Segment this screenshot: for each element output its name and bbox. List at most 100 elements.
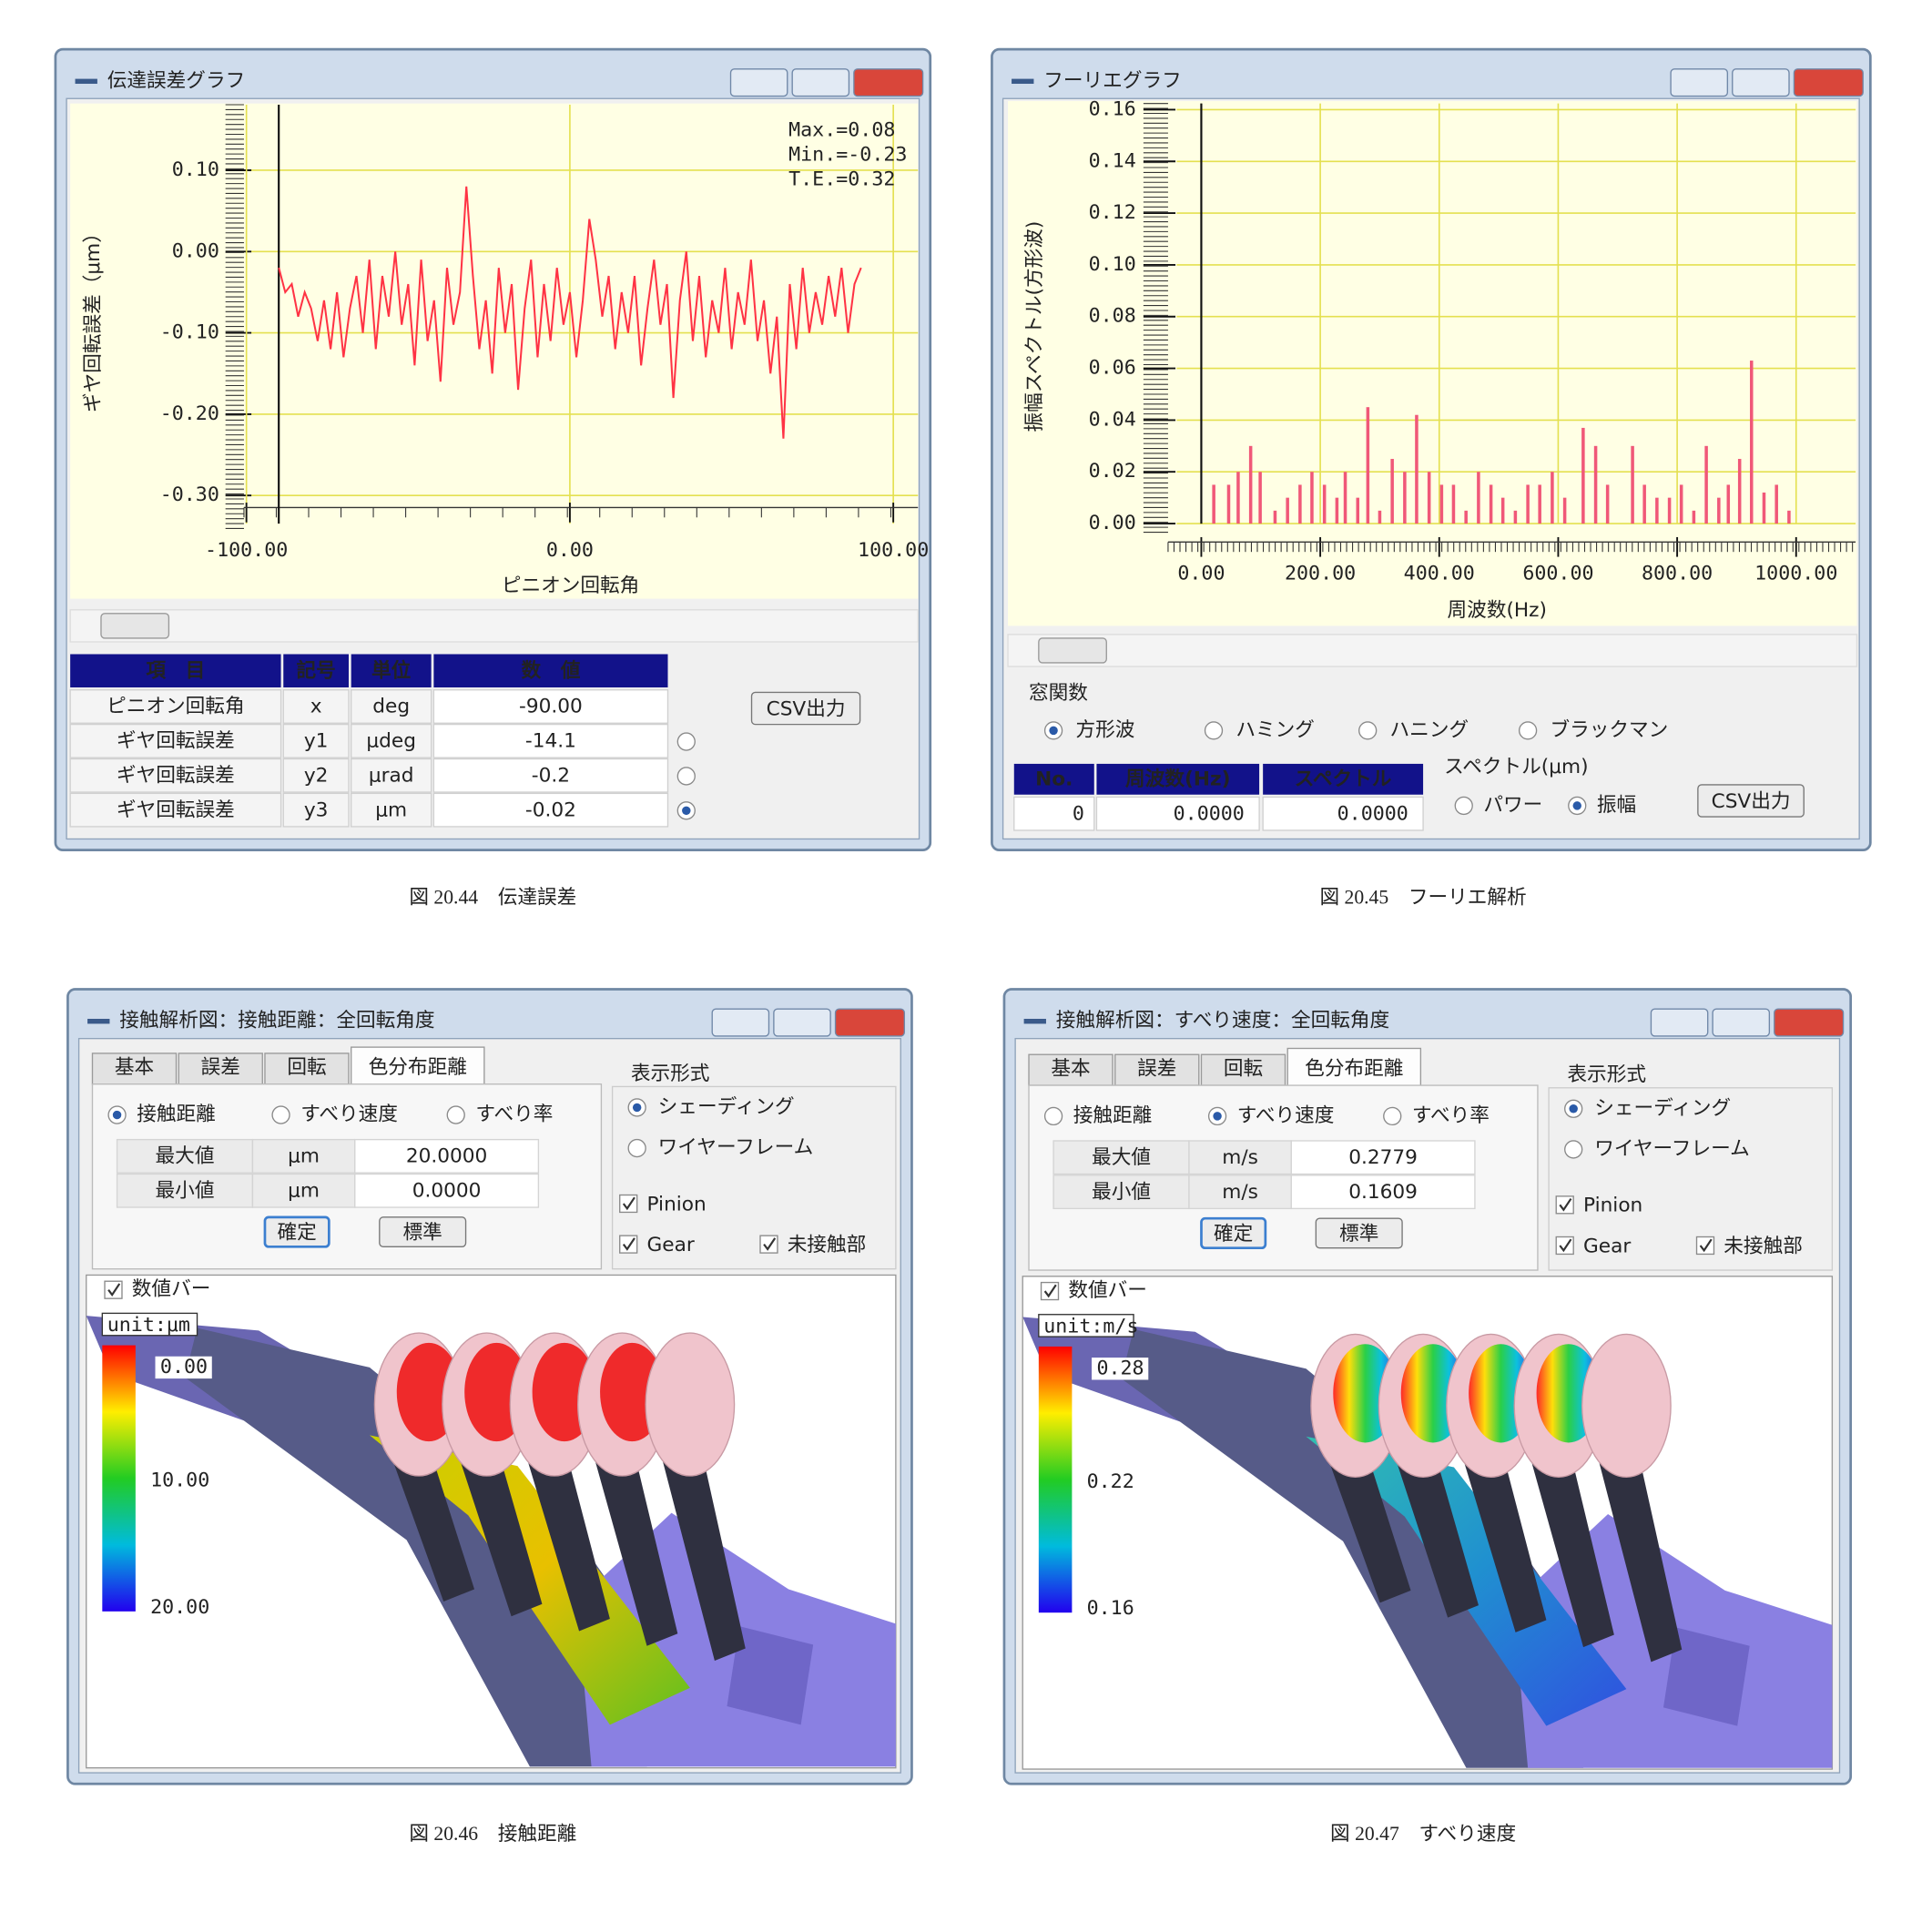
check-mark xyxy=(622,1196,636,1211)
table-cell-text: 0.1609 xyxy=(1348,1181,1418,1204)
y-tick-label: 0.04 xyxy=(1089,408,1136,431)
table-cell-text: deg xyxy=(372,696,410,718)
bar xyxy=(1378,510,1382,524)
bar xyxy=(1310,472,1314,524)
radio-label: ワイヤーフレーム xyxy=(658,1136,814,1159)
scroll-thumb[interactable] xyxy=(1038,637,1107,664)
radio-button[interactable] xyxy=(1043,1106,1063,1126)
tab[interactable] xyxy=(1028,1053,1113,1086)
button[interactable] xyxy=(263,1215,330,1248)
table-header: 記号 xyxy=(296,658,335,682)
y-tick-label: -0.20 xyxy=(160,402,219,425)
table-header-cell xyxy=(1096,763,1260,795)
unit-label: unit:m/s xyxy=(1043,1315,1138,1337)
bar xyxy=(1298,484,1302,524)
button[interactable] xyxy=(1315,1217,1403,1249)
check-mark xyxy=(107,1283,121,1297)
tooth-shadow xyxy=(1528,1449,1614,1648)
maximize-button[interactable] xyxy=(1712,1008,1771,1037)
scroll-thumb[interactable] xyxy=(100,613,170,639)
bar xyxy=(1750,361,1754,524)
figure-caption: 図 20.44 伝達誤差 xyxy=(409,887,576,909)
maximize-button[interactable] xyxy=(1732,68,1790,97)
bar xyxy=(1774,484,1778,524)
radio-label: ハニング xyxy=(1390,718,1469,741)
minimize-button[interactable] xyxy=(729,68,788,97)
close-button[interactable] xyxy=(853,68,924,97)
tab-label: 基本 xyxy=(115,1056,154,1079)
radio-button[interactable] xyxy=(1518,721,1538,740)
table-cell-text: -0.02 xyxy=(525,798,576,821)
tooth-shadow xyxy=(455,1447,543,1617)
tooth-shadow xyxy=(524,1447,610,1632)
button[interactable] xyxy=(1200,1216,1267,1250)
radio-button[interactable] xyxy=(271,1105,290,1124)
tab[interactable] xyxy=(1286,1047,1422,1088)
group-box xyxy=(1548,1087,1834,1271)
table-cell-text: 0.2779 xyxy=(1348,1146,1418,1169)
bar xyxy=(1451,484,1456,524)
minimize-button[interactable] xyxy=(1650,1008,1709,1037)
table-cell-text: m/s xyxy=(1222,1146,1258,1169)
radio-button[interactable] xyxy=(627,1138,646,1158)
bar xyxy=(1248,445,1253,524)
table-cell xyxy=(432,758,669,793)
table-cell xyxy=(116,1138,254,1174)
table-cell-text: 20.0000 xyxy=(406,1145,488,1168)
minimize-button[interactable] xyxy=(711,1008,770,1037)
scrollbar[interactable] xyxy=(69,609,919,643)
y-tick-label: -0.10 xyxy=(160,321,219,344)
radio-button[interactable] xyxy=(1564,1140,1583,1159)
table-cell-text: 0 xyxy=(1073,802,1084,825)
tab[interactable] xyxy=(264,1053,350,1085)
y-tick-label: 0.10 xyxy=(1089,253,1136,276)
table-cell xyxy=(351,758,432,793)
scrollbar[interactable] xyxy=(1007,634,1858,667)
maximize-button[interactable] xyxy=(791,68,850,97)
annotation: Min.=-0.23 xyxy=(788,143,907,166)
tab[interactable] xyxy=(1114,1053,1200,1086)
check-mark xyxy=(1043,1284,1057,1298)
table-cell xyxy=(1290,1140,1476,1175)
tab-label: 誤差 xyxy=(201,1056,240,1079)
color-bar xyxy=(102,1345,136,1612)
table-cell-text: 最大値 xyxy=(1092,1146,1151,1169)
radio-button[interactable] xyxy=(1454,796,1473,816)
minimize-button[interactable] xyxy=(1670,68,1729,97)
radio-button[interactable] xyxy=(676,767,696,786)
tab[interactable] xyxy=(178,1053,263,1085)
x-tick-label: 800.00 xyxy=(1642,563,1713,585)
color-bar-label: 10.00 xyxy=(150,1469,209,1491)
radio-button[interactable] xyxy=(676,732,696,751)
bar xyxy=(1526,484,1530,524)
radio-button[interactable] xyxy=(446,1105,465,1124)
table-cell xyxy=(1262,796,1424,831)
table-cell-text: y1 xyxy=(304,730,329,753)
close-button[interactable] xyxy=(1793,68,1864,97)
bar xyxy=(1415,414,1418,524)
table-header: No. xyxy=(1035,768,1073,791)
button[interactable] xyxy=(379,1216,467,1248)
close-button[interactable] xyxy=(1774,1008,1845,1037)
radio-button[interactable] xyxy=(1383,1106,1402,1126)
table-header-cell xyxy=(283,654,349,688)
figure-caption: 図 20.46 接触距離 xyxy=(409,1823,576,1845)
maximize-button[interactable] xyxy=(773,1008,831,1037)
close-button[interactable] xyxy=(834,1008,906,1037)
bar xyxy=(1581,427,1585,524)
radio-button[interactable] xyxy=(1358,721,1378,740)
bar xyxy=(1258,472,1262,524)
table-cell xyxy=(69,792,282,828)
button[interactable] xyxy=(750,691,861,726)
color-bar-label: 20.00 xyxy=(150,1596,209,1619)
plot-area xyxy=(1008,100,1857,626)
table-cell-text: 最小値 xyxy=(1092,1181,1151,1204)
button[interactable] xyxy=(1697,784,1805,818)
tab[interactable] xyxy=(91,1053,178,1085)
bar xyxy=(1787,510,1791,524)
bar xyxy=(1551,472,1554,524)
radio-button[interactable] xyxy=(1204,721,1224,740)
window-title: フーリエグラフ xyxy=(1043,69,1181,92)
